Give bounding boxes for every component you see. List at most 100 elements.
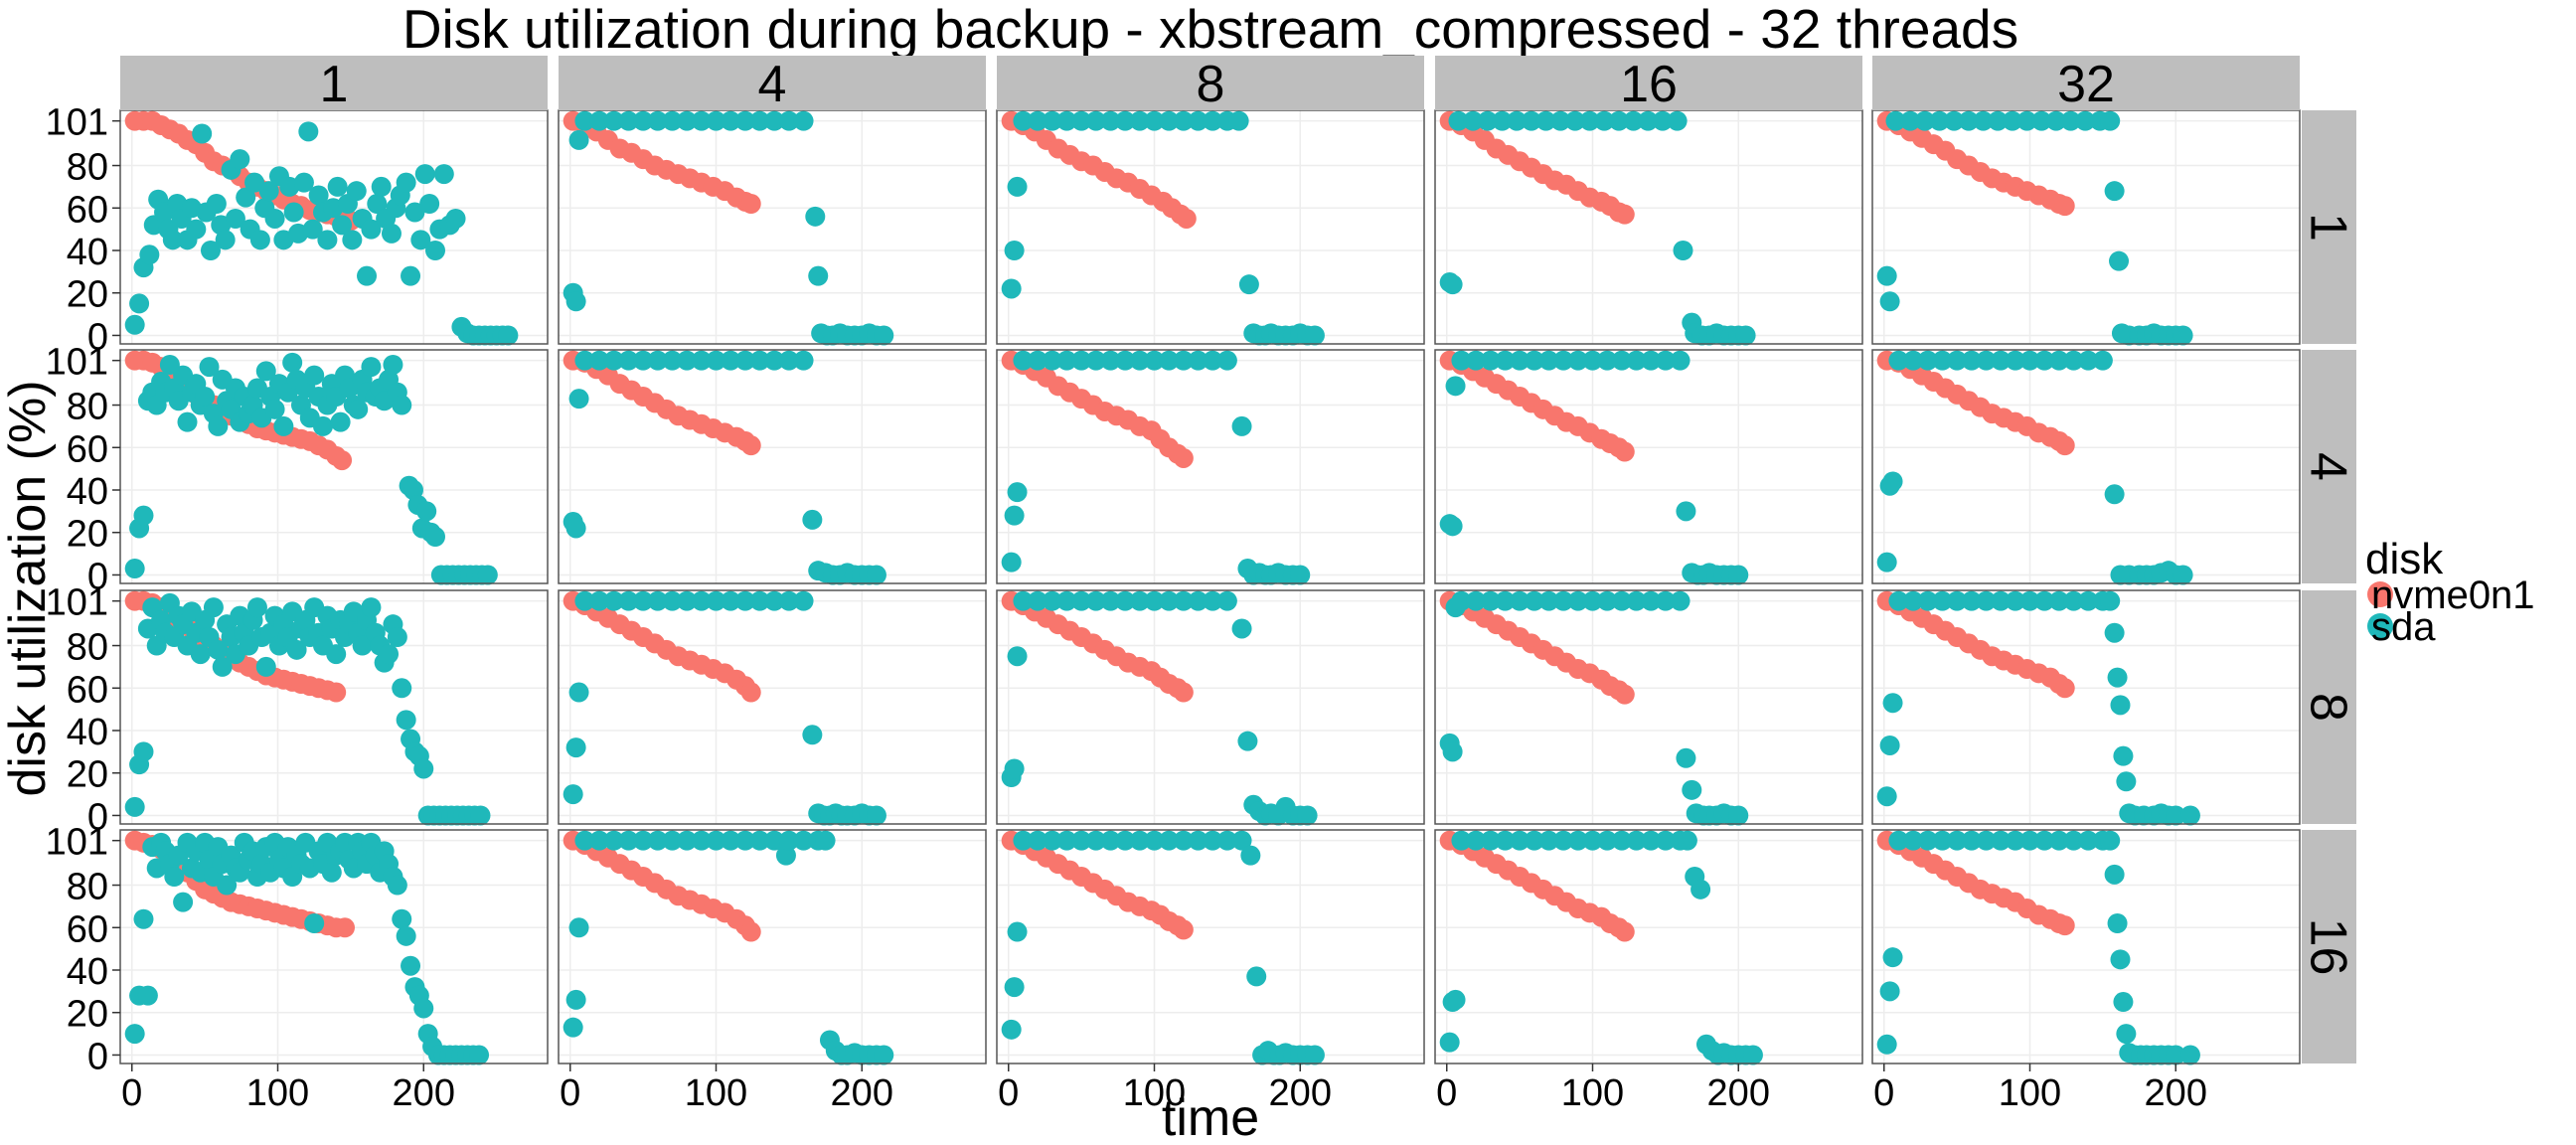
point-sda	[1085, 110, 1106, 131]
point-sda	[1115, 590, 1136, 611]
y-axis-label: disk utilization (%)	[0, 380, 57, 796]
point-sda	[589, 110, 610, 131]
legend-label-sda: sda	[2371, 605, 2436, 649]
point-sda	[312, 415, 333, 436]
panel-row8-col32	[1871, 589, 2301, 826]
column-strip-1	[120, 56, 548, 110]
y-tick-label: 60	[67, 189, 108, 231]
point-sda	[618, 350, 639, 371]
point-sda	[764, 590, 785, 611]
point-sda	[721, 590, 741, 611]
point-sda	[647, 350, 668, 371]
point-sda	[734, 350, 755, 371]
point-nvme0n1	[1176, 208, 1197, 229]
point-sda	[177, 411, 198, 432]
row-strip-label: 16	[2300, 918, 2357, 976]
row-strip-label: 4	[2300, 452, 2357, 481]
point-sda	[1203, 350, 1223, 371]
point-sda	[691, 350, 712, 371]
point-sda	[1608, 110, 1629, 131]
point-sda	[1188, 830, 1208, 851]
point-sda	[1129, 110, 1150, 131]
point-sda	[1641, 830, 1662, 851]
point-sda	[396, 710, 416, 731]
point-sda	[662, 590, 683, 611]
point-sda	[1655, 830, 1676, 851]
point-sda	[1013, 350, 1034, 371]
point-sda	[778, 830, 799, 851]
y-tick-label: 101	[46, 342, 108, 384]
point-sda	[164, 867, 185, 887]
y-tick-label: 40	[67, 232, 108, 273]
point-sda	[721, 110, 741, 131]
point-sda	[416, 501, 437, 522]
point-sda	[317, 230, 338, 250]
point-sda	[230, 149, 250, 170]
point-sda	[1550, 110, 1571, 131]
panel-border	[558, 589, 987, 825]
point-sda	[342, 230, 363, 250]
point-sda	[361, 597, 382, 618]
facet-panels	[119, 109, 2301, 1065]
panel-border	[119, 829, 549, 1064]
point-sda	[1932, 830, 1953, 851]
point-sda	[195, 387, 216, 407]
point-sda	[1582, 830, 1603, 851]
point-sda	[1888, 830, 1909, 851]
point-sda	[2166, 1045, 2186, 1065]
point-sda	[255, 656, 276, 677]
point-sda	[392, 395, 412, 415]
point-sda	[568, 389, 589, 409]
y-tick-label: 20	[67, 514, 108, 556]
point-sda	[498, 325, 519, 346]
point-sda	[2063, 350, 2084, 371]
panel-row8-col8	[996, 589, 1425, 826]
point-sda	[419, 194, 440, 214]
point-sda	[367, 194, 388, 214]
chart-title: Disk utilization during backup - xbstrea…	[402, 0, 2018, 60]
column-strip-label: 4	[758, 56, 787, 113]
point-sda	[764, 830, 785, 851]
x-tick-label: 0	[998, 1072, 1019, 1114]
point-sda	[2002, 110, 2022, 131]
point-sda	[1007, 921, 1028, 942]
point-sda	[371, 176, 392, 197]
point-sda	[1159, 590, 1180, 611]
point-sda	[1042, 830, 1062, 851]
point-sda	[1879, 981, 1900, 1002]
point-sda	[1001, 552, 1022, 572]
point-nvme0n1	[1173, 682, 1194, 703]
point-sda	[749, 590, 770, 611]
point-sda	[647, 830, 668, 851]
point-sda	[445, 208, 466, 229]
point-nvme0n1	[332, 450, 353, 471]
point-sda	[662, 110, 683, 131]
point-sda	[1085, 350, 1106, 371]
y-tick-label: 101	[46, 102, 108, 144]
point-sda	[2019, 590, 2040, 611]
point-sda	[691, 830, 712, 851]
y-tick-label: 60	[67, 428, 108, 470]
point-sda	[1442, 741, 1463, 762]
y-tick-label: 0	[87, 316, 108, 358]
panel-border	[119, 589, 549, 825]
point-sda	[424, 527, 445, 547]
point-sda	[1188, 350, 1208, 371]
point-sda	[173, 892, 194, 912]
point-sda	[874, 325, 894, 346]
point-sda	[1538, 590, 1559, 611]
point-sda	[137, 985, 158, 1006]
point-sda	[563, 1017, 583, 1038]
point-sda	[603, 590, 624, 611]
point-nvme0n1	[2054, 915, 2075, 936]
point-sda	[1228, 110, 1249, 131]
point-sda	[1028, 350, 1048, 371]
point-sda	[383, 354, 403, 375]
point-sda	[2173, 325, 2193, 346]
point-sda	[1159, 110, 1180, 131]
point-sda	[470, 805, 491, 826]
point-nvme0n1	[2054, 196, 2075, 217]
point-sda	[1611, 830, 1632, 851]
point-sda	[1159, 350, 1180, 371]
point-sda	[1480, 590, 1501, 611]
